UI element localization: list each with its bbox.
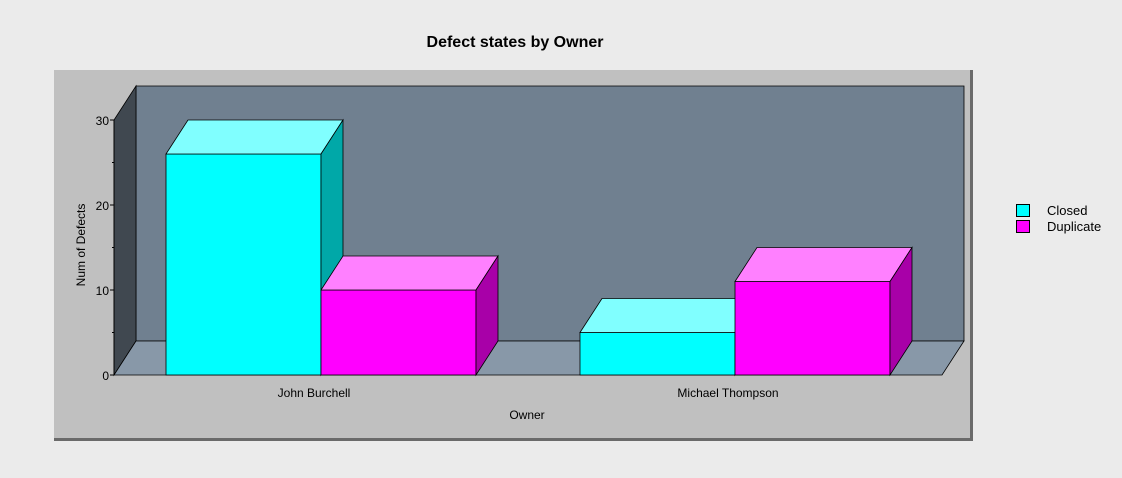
bar-top-duplicate-john-burchell <box>320 255 499 291</box>
legend-swatch-duplicate <box>1016 219 1030 233</box>
legend-item-duplicate: Duplicate <box>1016 218 1101 234</box>
bar-front-closed-michael-thompson <box>579 332 736 376</box>
legend: Closed Duplicate <box>1016 202 1101 234</box>
y-tick-label: 0 <box>102 369 109 383</box>
y-axis-label: Num of Defects <box>74 204 88 287</box>
bar-front-duplicate-john-burchell <box>320 289 477 376</box>
y-tick-label: 10 <box>96 284 110 298</box>
chart-title: Defect states by Owner <box>426 34 604 51</box>
x-axis-label: Owner <box>509 408 544 422</box>
left-wall <box>113 84 137 377</box>
bar-side-duplicate-michael-thompson <box>889 246 913 377</box>
bar-side-duplicate-john-burchell <box>475 254 499 377</box>
legend-label-duplicate: Duplicate <box>1047 218 1102 234</box>
bar-top-closed-john-burchell <box>165 119 344 155</box>
x-tick-label-john-burchell: John Burchell <box>278 386 351 400</box>
legend-swatch-closed <box>1016 203 1030 217</box>
bar-front-closed-john-burchell <box>165 153 322 376</box>
legend-label-closed: Closed <box>1047 202 1088 218</box>
bar-top-closed-michael-thompson <box>579 298 758 333</box>
bar-top-duplicate-michael-thompson <box>734 247 913 282</box>
legend-item-closed: Closed <box>1016 202 1101 218</box>
y-tick-label: 20 <box>96 199 110 213</box>
y-tick-label: 30 <box>96 114 110 128</box>
x-tick-label-michael-thompson: Michael Thompson <box>677 386 778 400</box>
bar-front-duplicate-michael-thompson <box>734 281 891 376</box>
